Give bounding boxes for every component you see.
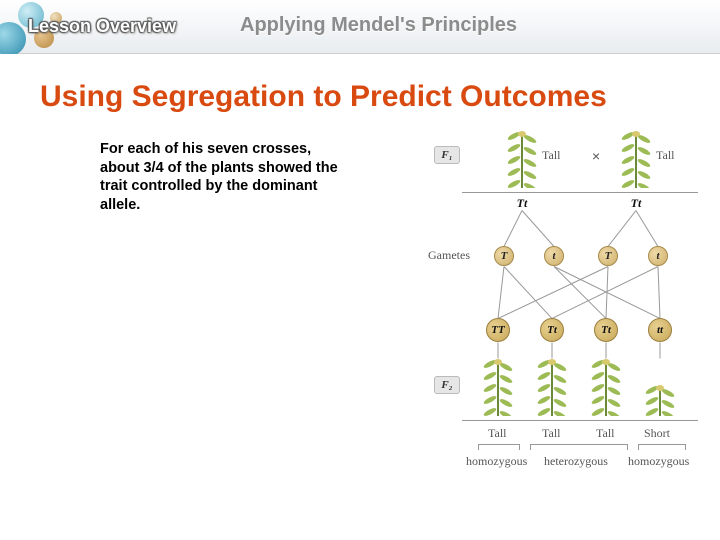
zygote-2: Tt [594, 318, 618, 342]
line-z-p-2 [606, 343, 607, 359]
line-f1r-g2 [608, 210, 637, 247]
line-f1r-g3 [636, 210, 659, 247]
f1-right-genotype: Tt [626, 196, 646, 211]
f2-pheno-3: Short [644, 426, 670, 441]
lesson-overview-label: Lesson Overview [28, 16, 176, 37]
slide-header: Lesson Overview Applying Mendel's Princi… [0, 0, 720, 54]
line-f1l-g1 [522, 210, 555, 247]
line-z-p-3 [660, 343, 661, 359]
gametes-label: Gametes [428, 248, 470, 263]
line-z-p-0 [498, 343, 499, 359]
f2-plant-3 [642, 384, 678, 416]
zygote-0: TT [486, 318, 510, 342]
geno-label-2: homozygous [628, 454, 689, 469]
line-g-z-4 [554, 266, 607, 319]
f2-pheno-0: Tall [488, 426, 507, 441]
f2-pheno-2: Tall [596, 426, 615, 441]
f2-pheno-1: Tall [542, 426, 561, 441]
line-z-p-1 [552, 343, 553, 359]
f2-badge: F₂ [434, 376, 460, 394]
line-g-z-1 [498, 266, 608, 319]
f1-baseline [462, 192, 698, 193]
bracket-homozygous-rec [638, 444, 686, 450]
body-paragraph: For each of his seven crosses, about 3/4… [100, 140, 350, 214]
f1-plant-right [618, 130, 654, 188]
f2-plant-0 [480, 358, 516, 416]
f1-left-phenotype: Tall [542, 148, 561, 163]
f1-badge: F₁ [434, 146, 460, 164]
f2-baseline [462, 420, 698, 421]
bracket-homozygous-dom [478, 444, 520, 450]
cross-symbol: × [592, 148, 600, 164]
gamete-2: T [598, 246, 618, 266]
f2-plant-2 [588, 358, 624, 416]
geno-label-0: homozygous [466, 454, 527, 469]
zygote-3: tt [648, 318, 672, 342]
f1-plant-left [504, 130, 540, 188]
f2-plant-1 [534, 358, 570, 416]
page-title: Using Segregation to Predict Outcomes [40, 80, 720, 114]
geno-label-1: heterozygous [544, 454, 608, 469]
line-g-z-7 [658, 266, 661, 318]
lesson-title: Applying Mendel's Principles [240, 14, 517, 37]
segregation-diagram: F₁ Tall × Tall Tt Tt Gametes T t T t TT … [426, 130, 706, 490]
bracket-heterozygous [530, 444, 628, 450]
line-g-z-0 [498, 266, 505, 318]
f1-right-phenotype: Tall [656, 148, 675, 163]
gamete-3: t [648, 246, 668, 266]
zygote-1: Tt [540, 318, 564, 342]
gamete-0: T [494, 246, 514, 266]
line-f1l-g0 [504, 210, 523, 246]
gamete-1: t [544, 246, 564, 266]
